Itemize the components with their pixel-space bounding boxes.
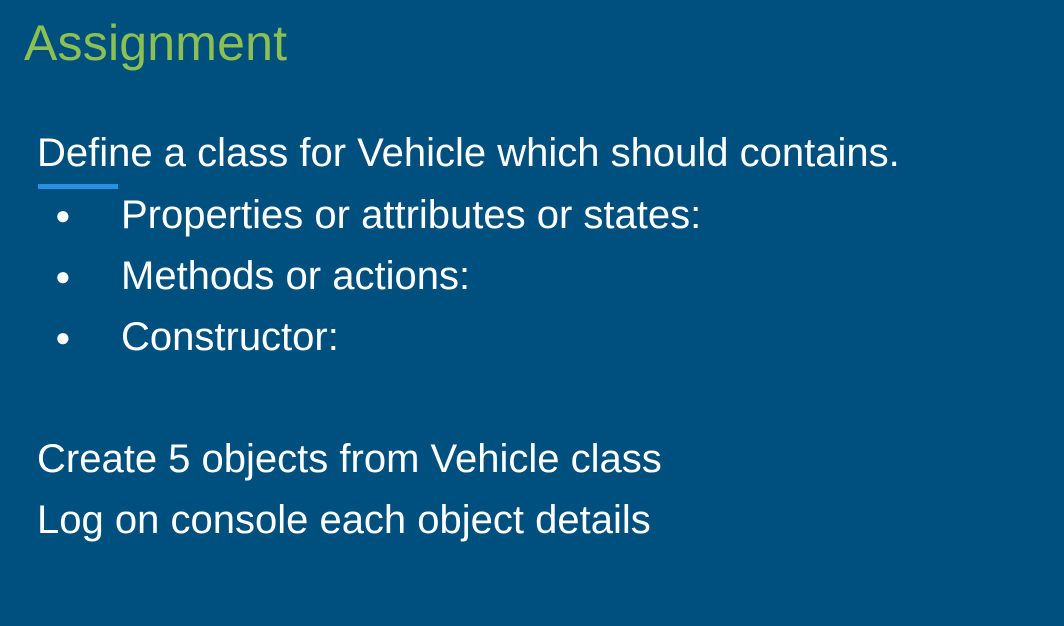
instruction-log-console: Log on console each object details [37, 498, 651, 542]
slide-title: Assignment [24, 15, 288, 71]
list-item-text: Properties or attributes or states: [121, 193, 702, 237]
bullet-dot-icon: ● [55, 261, 71, 291]
list-item-text: Methods or actions: [121, 254, 471, 298]
intro-text: Define a class for Vehicle which should … [37, 131, 900, 175]
list-item-text: Constructor: [121, 315, 339, 359]
text-cursor-underline [38, 184, 118, 189]
list-item: ● Properties or attributes or states: [0, 190, 900, 240]
list-item: ● Constructor: [0, 312, 900, 362]
bullet-dot-icon: ● [55, 322, 71, 352]
bullet-dot-icon: ● [55, 200, 71, 230]
instruction-create-objects: Create 5 objects from Vehicle class [37, 437, 662, 481]
list-item: ● Methods or actions: [0, 251, 900, 301]
